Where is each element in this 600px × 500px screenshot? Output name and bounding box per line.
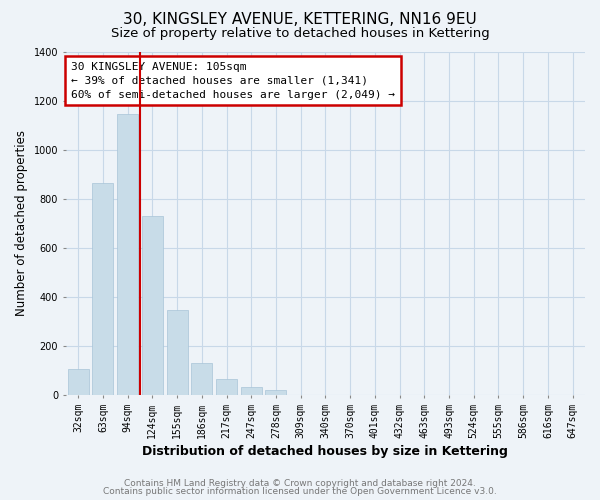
Text: Contains public sector information licensed under the Open Government Licence v3: Contains public sector information licen… (103, 488, 497, 496)
Bar (216, 380, 237, 394)
Text: Contains HM Land Registry data © Crown copyright and database right 2024.: Contains HM Land Registry data © Crown c… (124, 478, 476, 488)
Y-axis label: Number of detached properties: Number of detached properties (15, 130, 28, 316)
Bar (142, 216, 163, 394)
Bar (241, 387, 262, 394)
Bar (68, 369, 89, 394)
X-axis label: Distribution of detached houses by size in Kettering: Distribution of detached houses by size … (142, 444, 508, 458)
Text: 30 KINGSLEY AVENUE: 105sqm
← 39% of detached houses are smaller (1,341)
60% of s: 30 KINGSLEY AVENUE: 105sqm ← 39% of deta… (71, 62, 395, 100)
Bar (92, 182, 113, 394)
Text: Size of property relative to detached houses in Kettering: Size of property relative to detached ho… (110, 28, 490, 40)
Bar (191, 363, 212, 394)
Bar (117, 114, 138, 394)
Bar (265, 390, 286, 394)
Bar (167, 310, 188, 394)
Text: 30, KINGSLEY AVENUE, KETTERING, NN16 9EU: 30, KINGSLEY AVENUE, KETTERING, NN16 9EU (123, 12, 477, 28)
